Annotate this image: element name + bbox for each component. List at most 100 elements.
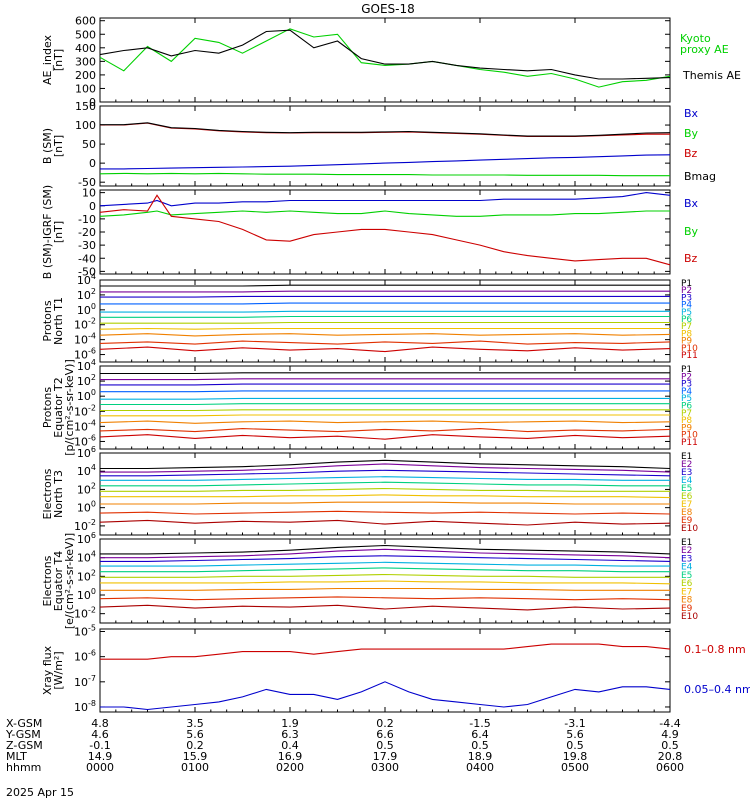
y-axis-label: North T3 xyxy=(52,470,65,518)
series-line-p10 xyxy=(99,428,671,433)
series-line-e3 xyxy=(100,555,671,562)
series-line-p8 xyxy=(100,414,670,417)
series-line-p4 xyxy=(100,390,670,393)
legend-label: Bx xyxy=(684,197,699,210)
series-line-e9 xyxy=(99,510,671,515)
series-line-p1 xyxy=(100,372,670,375)
series-line-p6 xyxy=(100,315,670,318)
channel-label: E9 xyxy=(681,516,693,526)
legend-label: By xyxy=(684,225,699,238)
footer-cell: 0.4 xyxy=(281,739,299,752)
series-line-p3 xyxy=(100,295,670,298)
channel-label: E10 xyxy=(681,524,698,534)
footer-cell: 15.9 xyxy=(183,750,208,763)
footer-cell: 18.9 xyxy=(468,750,493,763)
series-line-e1 xyxy=(100,544,671,555)
channel-label: E7 xyxy=(681,587,692,597)
series-line-e5 xyxy=(100,481,670,487)
series-line-e4 xyxy=(100,476,670,481)
channel-label: P6 xyxy=(681,402,692,412)
footer-cell: 0.5 xyxy=(376,739,394,752)
footer-cell: 0100 xyxy=(181,761,209,774)
footer-cell: 6.4 xyxy=(471,728,489,741)
y-tick-label: 600 xyxy=(75,15,96,28)
y-axis-label: [nT] xyxy=(52,135,65,157)
footer-cell: -3.1 xyxy=(564,717,585,730)
legend-label: By xyxy=(684,127,699,140)
footer-cell: -1.5 xyxy=(469,717,490,730)
channel-label: P10 xyxy=(681,344,698,354)
date-label: 2025 Apr 15 xyxy=(6,786,74,799)
legend-label: Themis AE xyxy=(682,69,741,82)
footer-cell: -0.1 xyxy=(89,739,110,752)
series-line-p6 xyxy=(100,403,670,406)
y-tick-label: 400 xyxy=(75,42,96,55)
series-line-e8 xyxy=(100,501,670,505)
channel-label: E4 xyxy=(681,563,693,573)
series-line-0-1-0-8-nm xyxy=(100,643,671,660)
y-tick-label: 0 xyxy=(89,200,96,213)
series-line-e6 xyxy=(100,573,670,578)
y-tick-label: 100 xyxy=(75,82,96,95)
footer-cell: 1.9 xyxy=(281,717,299,730)
footer-cell: 19.8 xyxy=(563,750,588,763)
footer-cell: 0500 xyxy=(561,761,589,774)
footer-cell: 0.5 xyxy=(661,739,679,752)
series-line-by xyxy=(99,210,670,217)
channel-label: E8 xyxy=(681,508,693,518)
channel-label: P3 xyxy=(681,380,692,390)
channel-label: E3 xyxy=(681,468,692,478)
y-tick-label: 0 xyxy=(89,96,96,109)
y-tick-label: 10-2 xyxy=(74,518,96,533)
y-tick-label: 500 xyxy=(75,28,96,41)
y-axis-label: [nT] xyxy=(52,221,65,243)
channel-label: P11 xyxy=(681,438,698,448)
series-line-by xyxy=(99,172,670,177)
series-line-kyoto-proxy-ae xyxy=(99,28,671,88)
y-tick-label: 10-6 xyxy=(74,433,96,448)
y-tick-label: 100 xyxy=(77,302,96,317)
footer-cell: 0200 xyxy=(276,761,304,774)
footer-row-label: MLT xyxy=(6,750,27,763)
series-line-p11 xyxy=(99,346,671,353)
series-line-p5 xyxy=(100,397,670,400)
panel-frame xyxy=(99,628,671,713)
footer-cell: 0400 xyxy=(466,761,494,774)
channel-label: E2 xyxy=(681,546,692,556)
y-tick-label: 10 xyxy=(82,187,96,200)
y-tick-label: 100 xyxy=(77,500,96,515)
series-line-p4 xyxy=(100,302,670,305)
series-line-p2 xyxy=(100,290,670,293)
series-line-e7 xyxy=(100,494,671,499)
y-tick-label: -30 xyxy=(78,239,96,252)
footer-cell: 4.8 xyxy=(91,717,109,730)
footer-cell: 3.5 xyxy=(186,717,204,730)
legend-label: Kyoto xyxy=(680,32,711,45)
y-tick-label: 10-7 xyxy=(74,674,96,689)
channel-label: E10 xyxy=(681,612,698,622)
channel-label: E3 xyxy=(681,554,692,564)
series-line-e7 xyxy=(100,580,671,585)
y-tick-label: 10-8 xyxy=(74,699,96,714)
channel-label: E7 xyxy=(681,500,692,510)
series-line-e9 xyxy=(99,596,671,601)
y-tick-label: 10-4 xyxy=(74,332,96,347)
y-tick-label: 102 xyxy=(77,481,96,496)
footer-cell: 0600 xyxy=(656,761,684,774)
channel-label: P8 xyxy=(681,416,692,426)
channel-label: P1 xyxy=(681,365,692,375)
panel-frame xyxy=(99,17,671,103)
legend-label: Bz xyxy=(684,147,698,160)
legend-label: Bz xyxy=(684,252,698,265)
legend-label: proxy AE xyxy=(680,43,729,56)
channel-label: E1 xyxy=(681,538,692,548)
series-line-e10 xyxy=(99,519,671,526)
footer-cell: -4.4 xyxy=(659,717,680,730)
channel-label: P7 xyxy=(681,409,692,419)
footer-cell: 0300 xyxy=(371,761,399,774)
channel-label: P5 xyxy=(681,394,692,404)
series-line-e5 xyxy=(100,567,670,573)
